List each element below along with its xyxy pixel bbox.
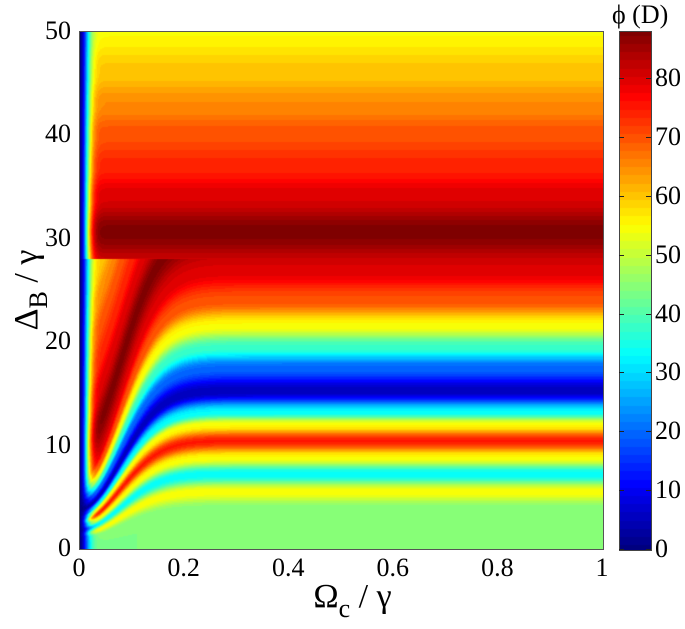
y-tick-label: 40 [45,119,71,149]
colorbar-tick-label: 50 [655,239,681,269]
colorbar-tick-mark [619,549,624,550]
colorbar-tick-label: 40 [655,298,681,328]
y-label-subscript: B [24,291,53,309]
colorbar-tick-label: 30 [655,357,681,387]
x-tick-label: 0 [72,553,86,582]
colorbar-tick-mark [646,372,651,374]
x-label-subscript: c [338,594,351,623]
colorbar-tick-mark [646,490,651,492]
colorbar-tick-mark [646,136,651,138]
heatmap-canvas [79,31,603,549]
colorbar-tick-mark [619,313,624,315]
x-label-symbol: Ω [313,578,339,615]
colorbar-tick-mark [646,78,651,80]
x-tick-label: 1 [595,553,609,582]
colorbar-tick-mark [619,490,624,492]
colorbar-tick-mark [619,372,624,374]
colorbar-tick-mark [619,195,624,197]
x-tick-label: 0.6 [376,553,410,582]
colorbar-tick-mark [646,254,651,256]
colorbar-tick-mark [646,431,651,433]
colorbar-canvas [619,31,651,550]
colorbar-title: ϕ (D) [612,0,669,29]
colorbar-tick-label: 10 [655,475,681,505]
colorbar-tick-mark [646,195,651,197]
colorbar-tick-label: 70 [655,121,681,151]
y-tick-label: 0 [58,533,71,562]
colorbar-tick-label: 0 [655,534,668,563]
y-tick-label: 50 [45,16,71,45]
y-axis-label: ΔB / γ [8,250,54,331]
colorbar-tick-mark [619,78,624,80]
y-label-symbol: Δ [8,308,45,331]
x-label-denominator: / γ [350,578,392,615]
colorbar-tick-mark [619,136,624,138]
y-tick-label: 20 [45,326,71,356]
x-axis-label: Ωc / γ [0,578,685,624]
x-tick-label: 0.4 [271,553,305,582]
x-tick-label: 0.2 [167,553,200,582]
x-tick-label: 0.8 [481,553,514,582]
colorbar-tick-label: 20 [655,416,681,446]
colorbar-tick-mark [646,549,651,550]
heatmap-plot-area [79,31,603,549]
y-label-denominator: / γ [8,249,45,292]
y-tick-label: 30 [45,222,71,252]
colorbar-tick-mark [619,254,624,256]
colorbar-tick-mark [646,313,651,315]
y-tick-label: 10 [45,429,71,459]
colorbar-tick-label: 60 [655,180,681,210]
colorbar-tick-mark [619,431,624,433]
colorbar [619,31,651,550]
colorbar-tick-label: 80 [655,63,681,93]
